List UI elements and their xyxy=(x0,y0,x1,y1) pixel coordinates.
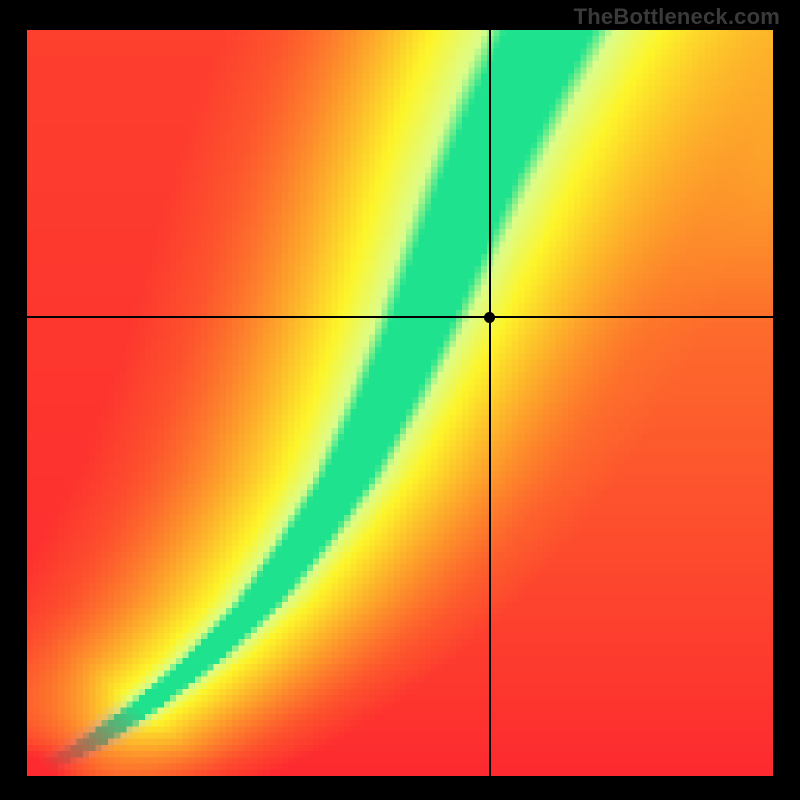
plot-area xyxy=(27,30,773,776)
chart-container: TheBottleneck.com xyxy=(0,0,800,800)
crosshair-marker xyxy=(484,312,495,323)
watermark-text: TheBottleneck.com xyxy=(574,4,780,30)
heatmap-canvas xyxy=(27,30,773,776)
crosshair-vertical xyxy=(489,30,491,776)
crosshair-horizontal xyxy=(27,316,773,318)
